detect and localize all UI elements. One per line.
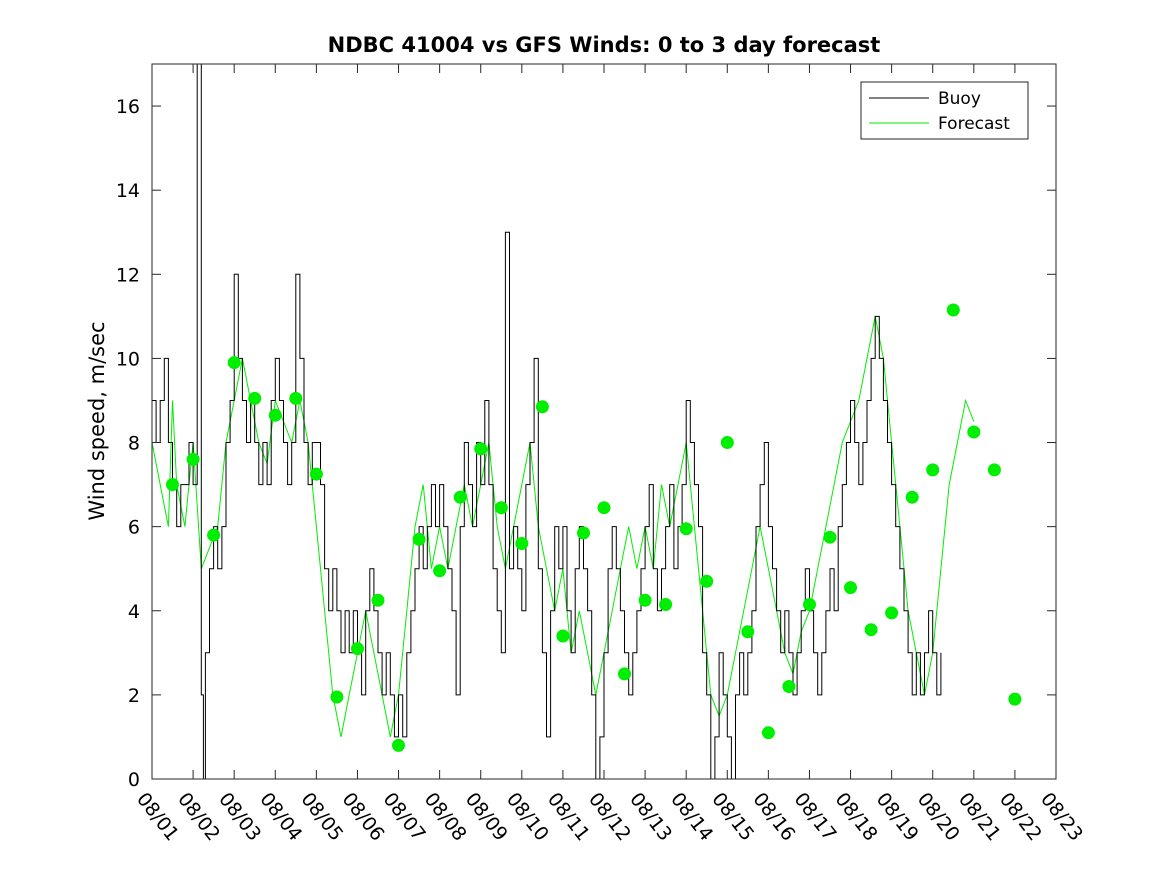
forecast-marker-26: [700, 574, 714, 588]
x-tick-label: 08/06: [338, 789, 389, 846]
forecast-marker-0: [166, 478, 179, 492]
x-tick-label: 08/21: [954, 789, 1005, 846]
y-tick-label: 6: [128, 517, 140, 539]
x-tick-label: 08/11: [543, 789, 594, 846]
forecast-marker-21: [597, 501, 611, 515]
forecast-marker-20: [577, 526, 590, 540]
x-tick-label: 08/19: [872, 789, 923, 846]
forecast-marker-3: [227, 356, 241, 370]
forecast-marker-37: [926, 463, 940, 477]
forecast-marker-18: [535, 400, 549, 414]
forecast-marker-22: [618, 667, 631, 681]
forecast-marker-1: [186, 452, 200, 466]
forecast-marker-34: [864, 623, 878, 637]
x-tick-label: 08/04: [255, 789, 306, 846]
y-axis-label: Wind speed, m/sec: [85, 321, 109, 520]
forecast-marker-41: [1008, 692, 1022, 706]
forecast-marker-32: [823, 530, 837, 544]
legend-label-buoy: Buoy: [938, 89, 981, 109]
x-tick-label: 08/12: [584, 789, 635, 846]
x-tick-label: 08/23: [1036, 789, 1087, 846]
forecast-marker-25: [679, 522, 693, 536]
forecast-marker-8: [330, 690, 344, 704]
forecast-series-line: [152, 316, 975, 737]
y-tick-label: 16: [116, 96, 140, 118]
forecast-marker-29: [761, 726, 775, 740]
forecast-marker-2: [207, 528, 221, 542]
forecast-marker-28: [741, 625, 755, 639]
x-tick-label: 08/20: [913, 789, 964, 846]
forecast-marker-5: [268, 408, 282, 422]
forecast-marker-19: [556, 629, 570, 643]
y-tick-label: 2: [128, 685, 140, 707]
y-tick-label: 14: [116, 180, 140, 202]
forecast-marker-6: [289, 391, 303, 405]
x-tick-label: 08/05: [296, 789, 347, 846]
chart-title: NDBC 41004 vs GFS Winds: 0 to 3 day fore…: [328, 33, 881, 57]
legend: Buoy Forecast: [860, 81, 1029, 140]
forecast-marker-27: [720, 436, 734, 449]
y-tick-label: 8: [128, 433, 140, 455]
y-tick-label: 10: [116, 348, 140, 370]
x-tick-label: 08/15: [707, 789, 758, 846]
forecast-marker-39: [967, 425, 981, 439]
x-tick-label: 08/22: [995, 789, 1046, 846]
forecast-marker-11: [392, 738, 405, 752]
x-tick-label: 08/08: [420, 789, 471, 846]
x-tick-label: 08/09: [461, 789, 512, 846]
x-tick-label: 08/18: [831, 789, 882, 846]
forecast-marker-40: [987, 463, 1001, 477]
forecast-marker-17: [515, 537, 529, 550]
x-tick-label: 08/13: [625, 789, 676, 846]
plot-area: [152, 64, 1056, 779]
forecast-marker-31: [803, 598, 816, 611]
forecast-marker-33: [844, 581, 857, 595]
forecast-marker-15: [474, 442, 488, 456]
x-tick-label: 08/17: [790, 789, 841, 846]
forecast-marker-4: [248, 391, 262, 405]
forecast-marker-38: [946, 303, 960, 317]
forecast-marker-9: [351, 642, 364, 656]
forecast-marker-10: [371, 593, 385, 607]
legend-box: [860, 81, 1029, 140]
forecast-marker-24: [659, 598, 673, 611]
forecast-marker-7: [309, 467, 323, 481]
forecast-marker-13: [433, 564, 447, 578]
x-tick-label: 08/10: [502, 789, 553, 846]
x-tick-label: 08/03: [214, 789, 265, 846]
x-tick-label: 08/14: [666, 789, 717, 846]
forecast-marker-14: [453, 490, 467, 504]
forecast-marker-23: [638, 593, 652, 607]
forecast-marker-12: [412, 532, 426, 546]
forecast-marker-36: [905, 490, 919, 504]
x-tick-label: 08/01: [132, 789, 183, 846]
x-tick-label: 08/16: [748, 789, 799, 846]
y-tick-label: 4: [128, 601, 140, 623]
y-tick-label: 0: [128, 769, 140, 791]
x-tick-label: 08/02: [173, 789, 224, 846]
y-tick-label: 12: [116, 264, 140, 286]
forecast-marker-35: [885, 606, 899, 620]
x-tick-label: 08/07: [379, 789, 430, 846]
forecast-marker-16: [494, 501, 508, 515]
legend-label-forecast: Forecast: [938, 114, 1010, 134]
forecast-marker-30: [782, 680, 796, 693]
